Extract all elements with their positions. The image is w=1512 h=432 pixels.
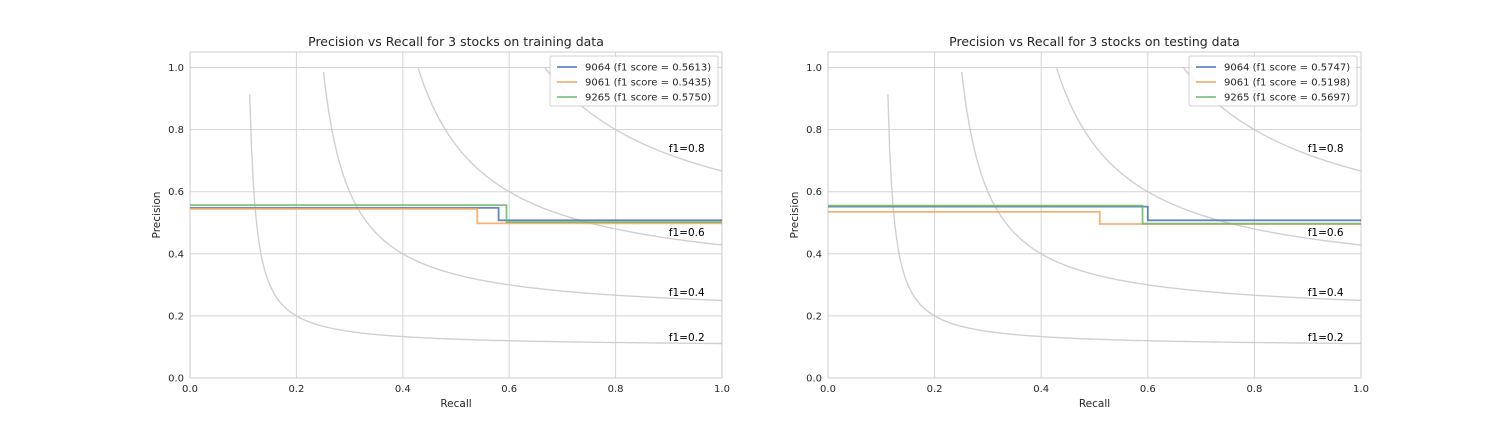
iso-f1-label: f1=0.4 (1308, 287, 1344, 299)
chart-title: Precision vs Recall for 3 stocks on test… (949, 34, 1240, 49)
chart-training: 0.0 0.2 0.4 0.6 0.8 1.0 0.0 0.2 0.4 0.6 0.8 1.0 f1=0… (151, 34, 730, 410)
x-tick-label: 0.4 (395, 384, 411, 395)
iso-f1-curve (249, 94, 722, 345)
iso-f1-label: f1=0.8 (1308, 143, 1344, 155)
series-line (190, 204, 722, 224)
iso-f1-curve (887, 94, 1361, 345)
iso-f1-label: f1=0.8 (669, 143, 705, 155)
legend-box (549, 55, 719, 107)
y-axis-label: Precision (789, 192, 801, 239)
iso-f1-label: f1=0.6 (1308, 227, 1344, 239)
y-tick-label: 0.2 (168, 311, 184, 322)
x-tick-label: 0.2 (288, 384, 304, 395)
y-tick-label: 0.4 (168, 249, 184, 260)
legend-entry: 9265 (f1 score = 0.5697) (1224, 93, 1350, 104)
iso-f1-label: f1=0.2 (1308, 332, 1344, 344)
legend-entry: 9061 (f1 score = 0.5435) (585, 78, 711, 89)
x-tick-label: 0.4 (1033, 384, 1049, 395)
y-tick-label: 0.2 (806, 311, 822, 322)
series-line (190, 206, 722, 222)
iso-f1-curve (322, 71, 722, 302)
x-tick-label: 0.6 (1140, 384, 1156, 395)
iso-f1-curve (961, 71, 1361, 302)
y-axis-label: Precision (151, 192, 163, 239)
iso-f1-label: f1=0.4 (669, 287, 705, 299)
legend-entry: 9061 (f1 score = 0.5198) (1224, 78, 1350, 89)
y-tick-label: 0.6 (806, 187, 822, 198)
series-line (828, 204, 1361, 225)
y-tick-label: 0.8 (168, 125, 184, 136)
y-tick-label: 1.0 (168, 63, 184, 74)
iso-f1-label: f1=0.6 (669, 227, 705, 239)
y-tick-label: 0.4 (806, 249, 822, 260)
series-line (828, 205, 1361, 222)
iso-f1-curve (417, 68, 722, 246)
x-tick-label: 0.2 (927, 384, 943, 395)
x-tick-label: 0.0 (820, 384, 836, 395)
x-tick-label: 1.0 (714, 384, 730, 395)
y-tick-label: 0.0 (806, 374, 822, 385)
x-axis-label: Recall (440, 398, 471, 410)
legend-entry: 9064 (f1 score = 0.5613) (585, 63, 711, 74)
x-tick-label: 0.8 (608, 384, 624, 395)
x-tick-label: 0.0 (182, 384, 198, 395)
legend-box (1188, 55, 1358, 107)
y-tick-label: 0.6 (168, 187, 184, 198)
legend: 9064 (f1 score = 0.5747) 9061 (f1 score =… (1188, 55, 1358, 107)
chart-testing: 0.0 0.2 0.4 0.6 0.8 1.0 0.0 0.2 0.4 0.6 0.8 1.0 f1=0… (789, 34, 1369, 410)
legend-entry: 9064 (f1 score = 0.5747) (1224, 63, 1350, 74)
series-line (190, 207, 722, 225)
iso-f1-label: f1=0.2 (669, 332, 705, 344)
y-tick-label: 1.0 (806, 63, 822, 74)
y-tick-label: 0.8 (806, 125, 822, 136)
iso-f1-curve (1056, 68, 1361, 246)
x-tick-label: 1.0 (1353, 384, 1369, 395)
legend: 9064 (f1 score = 0.5613) 9061 (f1 score =… (549, 55, 719, 107)
x-tick-label: 0.8 (1246, 384, 1262, 395)
x-axis-label: Recall (1079, 398, 1110, 410)
y-tick-label: 0.0 (168, 374, 184, 385)
chart-title: Precision vs Recall for 3 stocks on trai… (308, 34, 604, 49)
x-tick-label: 0.6 (501, 384, 517, 395)
legend-entry: 9265 (f1 score = 0.5750) (585, 93, 711, 104)
